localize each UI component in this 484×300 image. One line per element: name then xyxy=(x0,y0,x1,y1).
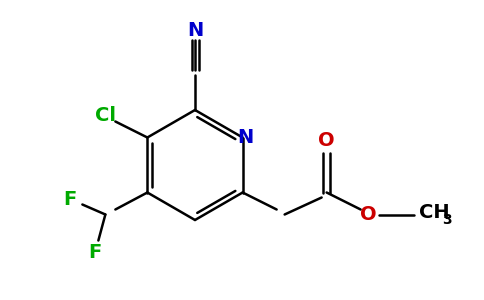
Text: F: F xyxy=(89,243,102,262)
Text: 3: 3 xyxy=(441,212,451,226)
Text: Cl: Cl xyxy=(95,106,116,125)
Text: N: N xyxy=(187,20,203,40)
Text: O: O xyxy=(360,205,377,224)
Text: N: N xyxy=(238,128,254,147)
Text: F: F xyxy=(64,190,77,209)
Text: O: O xyxy=(318,131,335,150)
Text: CH: CH xyxy=(419,203,449,222)
